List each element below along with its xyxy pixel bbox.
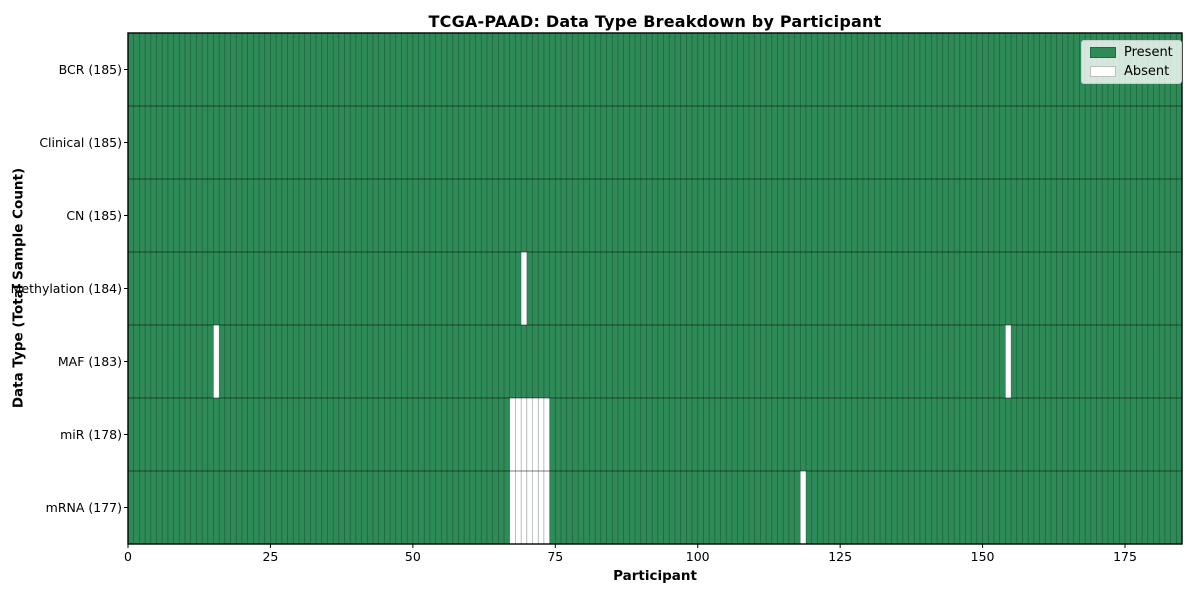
absent-cell-mRNA-118: [800, 471, 806, 544]
absent-cell-mRNA-69: [521, 471, 527, 544]
legend-entry-absent: Absent: [1090, 64, 1173, 79]
absent-cell-mRNA-72: [538, 471, 544, 544]
x-tick-label-150: 150: [970, 549, 995, 564]
absent-cell-miR-68: [515, 398, 522, 471]
y-tick-label-CN: CN (185): [66, 207, 122, 223]
absent-cell-mRNA-73: [543, 471, 550, 544]
x-tick-label-25: 25: [262, 549, 279, 564]
absent-cell-mRNA-67: [509, 471, 516, 544]
legend-entry-present: Present: [1090, 45, 1173, 60]
absent-cell-miR-70: [526, 398, 533, 471]
absent-cell-mRNA-71: [532, 471, 539, 544]
present-swatch: [1090, 47, 1116, 58]
y-tick-label-MAF: MAF (183): [57, 353, 122, 369]
x-tick-label-50: 50: [404, 549, 421, 564]
row-MAF: [128, 325, 1182, 398]
y-tick-labels: BCR (185) Clinical (185) CN (185) Methylati…: [0, 0, 122, 600]
absent-swatch: [1090, 66, 1116, 77]
absent-cell-miR-69: [521, 398, 527, 471]
legend-label-present: Present: [1124, 45, 1173, 60]
x-tick-label-125: 125: [828, 549, 853, 564]
row-CN: [128, 179, 1182, 252]
y-tick-label-Clinical: Clinical (185): [39, 134, 122, 150]
legend-label-absent: Absent: [1124, 64, 1170, 79]
x-tick-label-0: 0: [124, 549, 132, 564]
row-BCR: [128, 33, 1182, 106]
y-tick-label-BCR: BCR (185): [58, 61, 122, 77]
x-tick-label-75: 75: [547, 549, 564, 564]
y-tick-label-Methylation: Methylation (184): [10, 280, 122, 296]
absent-cell-miR-71: [532, 398, 539, 471]
row-Clinical: [128, 106, 1182, 179]
absent-cell-miR-67: [509, 398, 516, 471]
x-tick-label-175: 175: [1113, 549, 1137, 564]
row-mRNA: [128, 471, 1182, 544]
absent-cell-MAF-154: [1005, 325, 1012, 398]
legend: Present Absent: [1081, 40, 1182, 84]
row-miR: [128, 398, 1182, 471]
row-Methylation: [128, 252, 1182, 325]
x-axis-title: Participant: [613, 568, 697, 584]
absent-cell-mRNA-68: [515, 471, 522, 544]
absent-cell-mRNA-70: [526, 471, 533, 544]
absent-cell-miR-72: [538, 398, 544, 471]
chart-title: TCGA-PAAD: Data Type Breakdown by Partic…: [428, 12, 882, 31]
absent-cell-MAF-15: [213, 325, 220, 398]
absent-cell-Methylation-69: [521, 252, 527, 325]
x-tick-label-100: 100: [685, 549, 710, 564]
y-tick-label-miR: miR (178): [60, 426, 122, 442]
absent-cell-miR-73: [543, 398, 550, 471]
y-tick-label-mRNA: mRNA (177): [45, 499, 122, 515]
